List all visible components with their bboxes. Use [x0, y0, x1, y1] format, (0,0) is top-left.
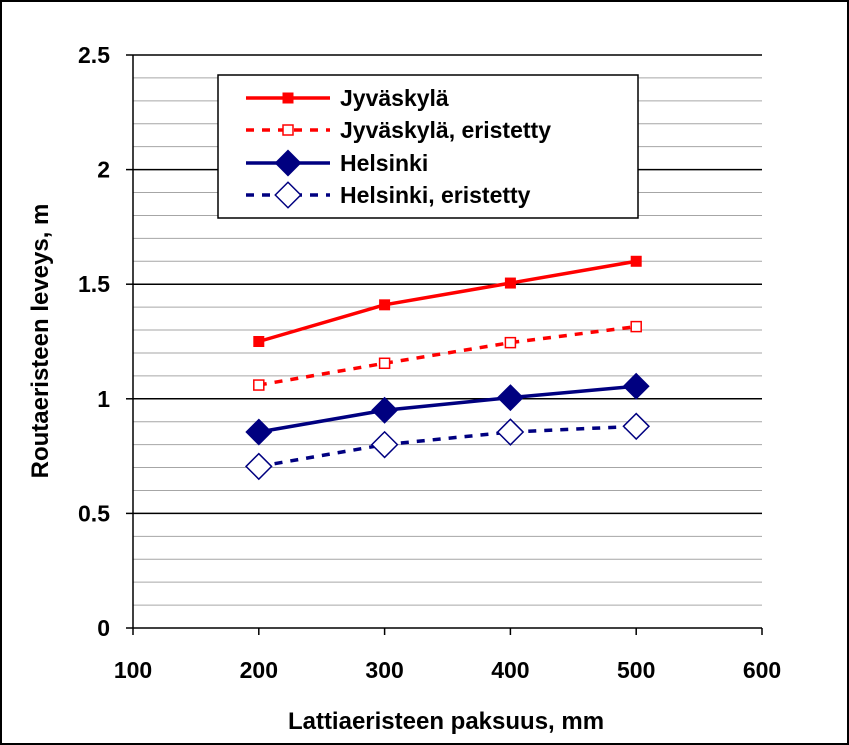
series-layer	[244, 255, 651, 481]
data-point	[253, 336, 265, 347]
data-point	[622, 412, 651, 441]
x-tick-label: 400	[491, 657, 529, 683]
y-tick-label: 1.5	[78, 271, 110, 297]
legend-label: Jyväskylä	[340, 85, 449, 111]
legend-marker	[274, 181, 302, 209]
data-point	[379, 299, 391, 311]
data-point	[630, 320, 642, 333]
y-tick-label: 1	[97, 386, 110, 412]
series-line	[258, 384, 637, 434]
data-point	[244, 452, 273, 481]
data-point	[253, 379, 265, 391]
y-tick-label: 2.5	[78, 42, 110, 68]
x-axis-ticks: 100 200 300 400 500 600	[114, 628, 781, 683]
legend-marker	[274, 149, 302, 177]
legend-label: Helsinki	[340, 150, 428, 176]
legend-label: Jyväskylä, eristetty	[340, 117, 551, 143]
legend-marker	[282, 92, 294, 104]
y-tick-label: 0.5	[78, 500, 110, 526]
x-axis-title: Lattiaeristeen paksuus, mm	[288, 708, 604, 735]
data-point	[245, 418, 273, 446]
data-point	[378, 357, 391, 370]
data-point	[504, 336, 517, 349]
series-group	[244, 412, 651, 481]
axes	[132, 55, 762, 629]
series-group	[245, 372, 650, 446]
legend-marker	[282, 124, 294, 136]
y-axis-ticks: 0 0.5 1 1.5 2 2.5	[78, 42, 133, 641]
data-point	[630, 255, 642, 267]
y-tick-label: 0	[97, 615, 110, 641]
data-point	[370, 430, 399, 459]
series-line	[258, 259, 637, 344]
data-point	[622, 372, 650, 400]
legend: Jyväskylä Jyväskylä, eristetty Helsinki Hel…	[217, 74, 639, 219]
data-point	[496, 418, 525, 446]
y-axis-title: Routaeristeen leveys, m	[27, 204, 54, 479]
x-tick-label: 300	[365, 657, 403, 683]
series-group	[253, 255, 642, 347]
y-tick-label: 2	[97, 157, 110, 183]
data-point	[371, 396, 399, 424]
x-tick-label: 500	[617, 657, 655, 683]
x-tick-label: 200	[240, 657, 278, 683]
data-point	[496, 384, 524, 412]
x-tick-label: 600	[743, 657, 781, 683]
series-group	[253, 320, 642, 391]
x-tick-label: 100	[114, 657, 152, 683]
legend-label: Helsinki, eristetty	[340, 182, 531, 208]
data-point	[504, 277, 516, 289]
